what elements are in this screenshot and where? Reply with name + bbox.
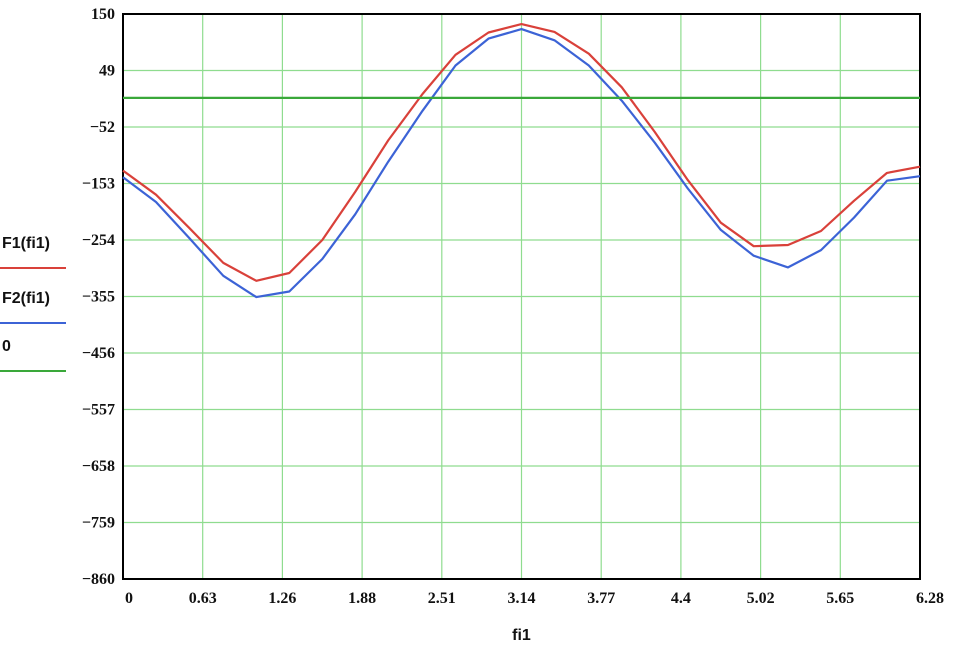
y-tick-label: 49 — [99, 63, 115, 80]
legend-label: F1(fi1) — [2, 235, 50, 252]
x-tick-label: 2.51 — [428, 590, 456, 607]
y-tick-label: −355 — [82, 289, 115, 306]
y-tick-label: −860 — [82, 571, 115, 588]
series-lines — [122, 23, 921, 299]
y-tick-label: −254 — [82, 232, 115, 249]
x-tick-label: 5.02 — [747, 590, 775, 607]
y-tick-label: −153 — [82, 176, 115, 193]
legend: F1(fi1) F2(fi1) 0 — [0, 235, 66, 372]
y-tick-label: −557 — [82, 402, 115, 419]
x-axis-title: fi1 — [512, 627, 531, 644]
y-tick-label: −456 — [82, 345, 115, 362]
x-tick-label: 5.65 — [826, 590, 854, 607]
x-tick-label: 0 — [125, 590, 133, 607]
x-tick-label: 6.28 — [916, 590, 944, 607]
x-tick-label: 4.4 — [671, 590, 691, 607]
y-tick-label: −658 — [82, 458, 115, 475]
x-tick-label: 3.14 — [508, 590, 536, 607]
y-tick-labels: 150 49 −52 −153 −254 −355 −456 −557 −658 −759 −860 — [82, 6, 115, 588]
series-line — [122, 23, 921, 282]
y-tick-label: 150 — [91, 6, 115, 23]
plot-frame — [122, 13, 921, 580]
y-tick-label: −759 — [82, 515, 115, 532]
y-tick-label: −52 — [90, 119, 115, 136]
x-tick-label: 1.26 — [268, 590, 296, 607]
legend-label: 0 — [2, 338, 11, 355]
x-tick-label: 0.63 — [189, 590, 217, 607]
x-tick-labels: 0 0.63 1.26 1.88 2.51 3.14 3.77 4.4 5.02 5.65 6.28 — [125, 590, 944, 607]
x-tick-label: 3.77 — [587, 590, 615, 607]
series-line — [122, 28, 921, 299]
legend-label: F2(fi1) — [2, 290, 50, 307]
x-tick-label: 1.88 — [348, 590, 376, 607]
